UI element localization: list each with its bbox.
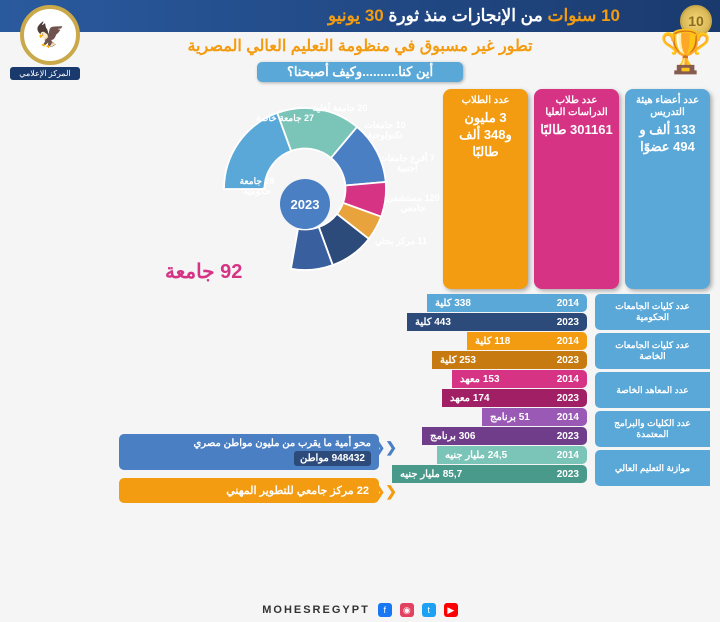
twitter-icon: t — [422, 603, 436, 617]
stat-box: عدد الطلاب3 مليون و348 ألف طالبًا — [443, 89, 528, 289]
literacy-callout: محو أمية ما يقرب من مليون مواطن مصري 948… — [119, 434, 379, 470]
subtitle: تطور غير مسبوق في منظومة التعليم العالي … — [0, 32, 720, 60]
donut-center-year: 2023 — [280, 179, 330, 229]
centers-callout: 22 مركز جامعي للتطوير المهني — [119, 478, 379, 503]
total-universities: 92 جامعة — [165, 259, 242, 284]
bar-row: 2014118 كلية — [387, 332, 587, 350]
header-bar: 10 سنوات من الإنجازات منذ ثورة 30 يونيو — [0, 0, 720, 32]
slice-label: 28 جامعة حكومية — [227, 177, 287, 197]
bar-row: 2023174 معهد — [387, 389, 587, 407]
slice-label: 120 مستشفى جامعي — [383, 194, 443, 214]
question-bar: أين كنا..........وكيف أصبحنا؟ — [0, 60, 720, 84]
instagram-icon: ◉ — [400, 603, 414, 617]
stat-box: عدد طلاب الدراسات العليا301161 طالبًا — [534, 89, 619, 289]
bar-row: 2014153 معهد — [387, 370, 587, 388]
logo-banner: المركز الإعلامي — [10, 67, 80, 80]
donut-chart: 2023 28 جامعة حكومية 27 جامعة خاصة20 جامع… — [155, 89, 435, 289]
slice-label: 20 جامعة أهلية — [310, 104, 370, 114]
trophy-icon: 🏆 — [660, 28, 712, 77]
eagle-emblem: 🦅 — [20, 5, 80, 65]
bar-row: 202385,7 مليار جنيه — [387, 465, 587, 483]
comparison-bars: 2014338 كلية2023443 كلية2014118 كلية2023… — [387, 294, 587, 503]
logo: 🦅 المركز الإعلامي — [10, 5, 80, 90]
category-labels: عدد كليات الجامعات الحكوميةعدد كليات الج… — [595, 294, 710, 503]
category-label: عدد الكليات والبرامج المعتمدة — [595, 411, 710, 447]
bar-row: 2023253 كلية — [387, 351, 587, 369]
category-label: عدد كليات الجامعات الحكومية — [595, 294, 710, 330]
slice-label: 10 جامعات تكنولوجية — [355, 121, 415, 141]
question-box: أين كنا..........وكيف أصبحنا؟ — [257, 62, 463, 82]
category-label: عدد كليات الجامعات الخاصة — [595, 333, 710, 369]
category-label: عدد المعاهد الخاصة — [595, 372, 710, 408]
bar-row: 2023443 كلية — [387, 313, 587, 331]
slice-label: 27 جامعة خاصة — [255, 114, 315, 124]
bar-row: 2014338 كلية — [387, 294, 587, 312]
stats-boxes: عدد أعضاء هيئة التدريس133 ألف و 494 عضوً… — [443, 89, 710, 289]
youtube-icon: ▶ — [444, 603, 458, 617]
header-title: 10 سنوات من الإنجازات منذ ثورة 30 يونيو — [328, 6, 620, 26]
category-label: موازنة التعليم العالي — [595, 450, 710, 486]
callouts-column: محو أمية ما يقرب من مليون مواطن مصري 948… — [119, 294, 379, 503]
social-handle: MOHESREGYPT — [262, 604, 370, 616]
stat-box: عدد أعضاء هيئة التدريس133 ألف و 494 عضوً… — [625, 89, 710, 289]
facebook-icon: f — [378, 603, 392, 617]
bar-row: 2023306 برنامج — [387, 427, 587, 445]
bar-row: 201424,5 مليار جنيه — [387, 446, 587, 464]
slice-label: 11 مركز بحثي — [371, 237, 431, 247]
slice-label: 7 أفرع جامعات أجنبية — [377, 154, 437, 174]
bar-row: 201451 برنامج — [387, 408, 587, 426]
footer: ▶ t ◉ f MOHESREGYPT — [0, 603, 720, 617]
